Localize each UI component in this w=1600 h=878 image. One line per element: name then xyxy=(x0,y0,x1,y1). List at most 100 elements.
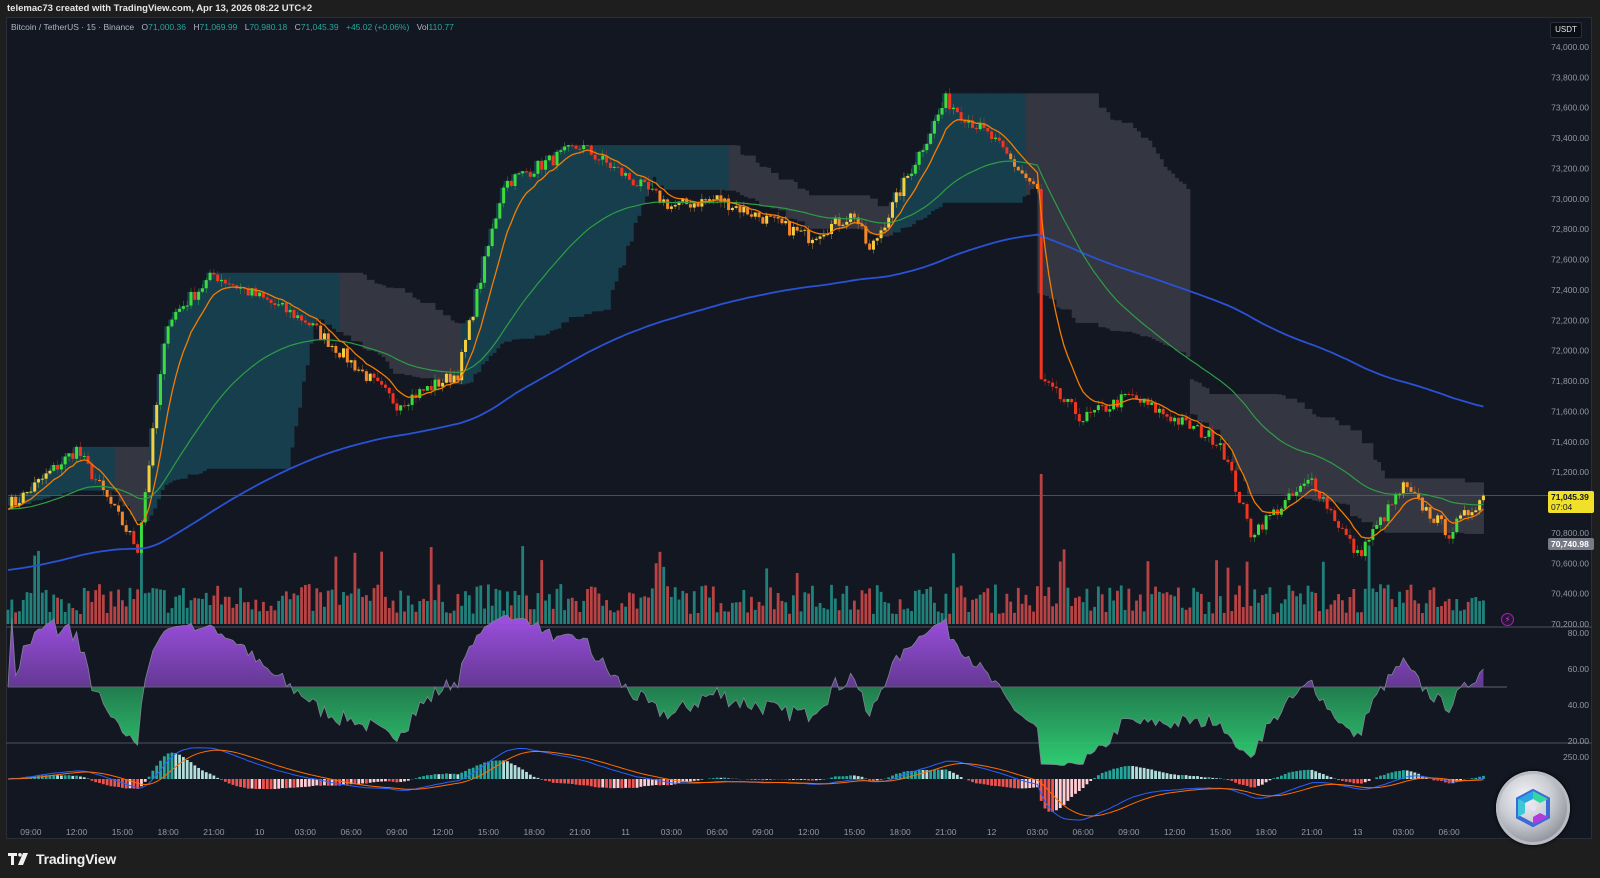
macd-histogram-bar xyxy=(944,769,948,779)
volume-bar xyxy=(1074,597,1077,624)
macd-histogram-bar xyxy=(673,779,677,785)
macd-histogram-bar xyxy=(1192,776,1196,779)
candle-body xyxy=(1157,408,1161,413)
macd-histogram-bar xyxy=(380,779,384,782)
candle-body xyxy=(147,465,151,493)
price-tick: 70,200.00 xyxy=(1551,619,1589,629)
volume-bar xyxy=(262,601,265,624)
price-tick: 73,000.00 xyxy=(1551,194,1589,204)
volume-bar xyxy=(479,585,483,624)
currency-button[interactable]: USDT xyxy=(1550,22,1582,38)
time-tick: 09:00 xyxy=(752,827,774,837)
volume-bar xyxy=(578,611,582,624)
candle-body xyxy=(1123,394,1127,396)
macd-histogram-bar xyxy=(513,765,517,779)
volume-bar xyxy=(75,610,79,624)
trend-cloud-segment xyxy=(1456,478,1462,533)
trend-cloud-segment xyxy=(1064,93,1069,310)
candle-body xyxy=(830,223,833,235)
macd-histogram-bar xyxy=(727,778,730,779)
trend-cloud-segment xyxy=(572,145,577,318)
time-tick: 21:00 xyxy=(203,827,225,837)
volume-bar xyxy=(220,604,223,624)
candle-body xyxy=(1218,443,1222,445)
volume-bar xyxy=(235,603,239,624)
macd-histogram-bar xyxy=(856,776,860,779)
macd-histogram-bar xyxy=(631,779,635,788)
macd-histogram-bar xyxy=(711,778,715,779)
macd-histogram-bar xyxy=(147,776,151,779)
macd-histogram-bar xyxy=(582,779,586,786)
candle-body xyxy=(1344,528,1348,535)
trend-cloud-segment xyxy=(415,299,421,378)
volume-bar xyxy=(1112,600,1116,624)
trend-cloud-segment xyxy=(427,302,432,379)
candle-body xyxy=(955,107,959,113)
trend-cloud-segment xyxy=(900,177,905,229)
trend-cloud-segment xyxy=(560,146,566,323)
lightning-icon[interactable]: ⚡ xyxy=(1501,613,1514,626)
trend-cloud-segment xyxy=(408,292,413,376)
trend-cloud-segment xyxy=(393,288,398,374)
candle-body xyxy=(361,369,365,372)
trend-cloud-segment xyxy=(766,167,771,207)
trend-cloud-segment xyxy=(774,172,779,209)
volume-bar xyxy=(1302,604,1306,624)
macd-histogram-bar xyxy=(1154,770,1157,779)
volume-bar xyxy=(673,587,677,624)
symbol-name[interactable]: Bitcoin / TetherUS · 15 · Binance xyxy=(11,22,135,32)
trend-cloud-segment xyxy=(1388,478,1393,533)
candle-body xyxy=(894,192,898,203)
volume-bar xyxy=(1329,604,1333,624)
macd-histogram-bar xyxy=(490,760,494,779)
macd-histogram-bar xyxy=(307,779,311,787)
trend-cloud-segment xyxy=(1338,425,1343,504)
candle-body xyxy=(1409,487,1413,492)
macd-histogram-bar xyxy=(593,779,597,788)
trend-cloud-segment xyxy=(61,456,66,494)
macd-histogram-bar xyxy=(1127,765,1131,779)
candle-body xyxy=(906,175,910,178)
candle-body xyxy=(1401,482,1405,495)
macd-histogram-bar xyxy=(1390,772,1394,779)
candle-body xyxy=(132,531,136,545)
trend-cloud-segment xyxy=(1079,93,1084,323)
volume-bar xyxy=(403,611,406,624)
candle-body xyxy=(875,238,879,241)
macd-histogram-bar xyxy=(181,757,185,779)
trend-cloud-segment xyxy=(1208,394,1214,430)
tradingview-logo[interactable]: TradingView xyxy=(8,849,116,869)
candle-body xyxy=(833,217,837,224)
candle-body xyxy=(174,311,178,320)
volume-bar xyxy=(1413,600,1417,624)
candle-body xyxy=(1363,541,1367,557)
volume-bar xyxy=(21,599,25,624)
macd-histogram-bar xyxy=(1318,772,1321,779)
volume-bar xyxy=(883,601,887,624)
candle-body xyxy=(1005,147,1009,154)
candle-body xyxy=(1451,532,1455,539)
macd-histogram-bar xyxy=(1161,772,1165,779)
macd-histogram-bar xyxy=(643,779,647,787)
volume-bar xyxy=(323,606,326,624)
candle-body xyxy=(913,164,917,174)
volume-bar xyxy=(1325,609,1329,624)
trend-cloud-segment xyxy=(160,343,165,491)
candle-body xyxy=(784,221,788,224)
macd-histogram-bar xyxy=(1009,779,1013,788)
volume-bar xyxy=(467,595,471,624)
trend-cloud-segment xyxy=(99,446,104,491)
candle-body xyxy=(220,279,223,282)
macd-histogram-bar xyxy=(929,770,933,779)
macd-histogram-bar xyxy=(220,779,223,780)
candle-body xyxy=(1295,491,1299,496)
candle-body xyxy=(105,489,109,497)
trend-cloud-segment xyxy=(103,446,108,491)
volume-bar xyxy=(517,595,521,624)
trend-cloud-segment xyxy=(1433,478,1439,533)
candle-body xyxy=(475,288,479,317)
volume-bar xyxy=(98,584,101,624)
macd-histogram-bar xyxy=(1089,779,1093,782)
volume-bar xyxy=(700,586,704,624)
